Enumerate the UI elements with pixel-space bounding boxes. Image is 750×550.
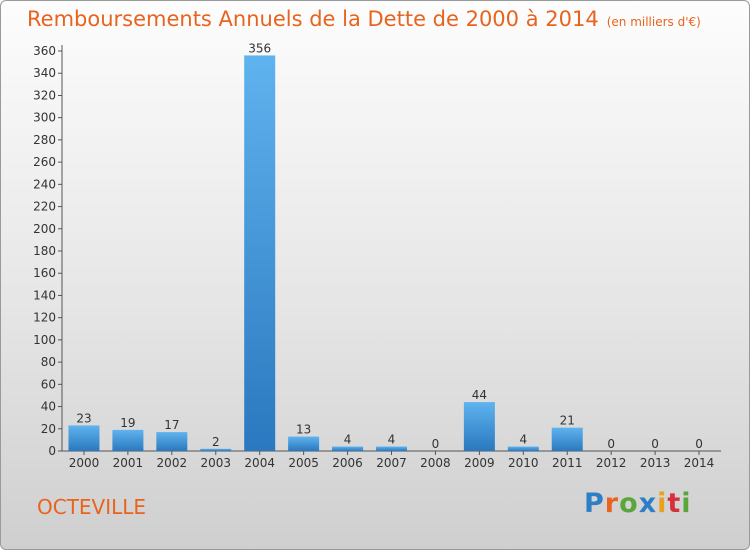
bar-2009 (463, 402, 495, 451)
bar-2011 (551, 427, 583, 451)
logo-letter: i (681, 488, 692, 519)
x-axis-ticks: 2000 2001 2002 2003 2004 2005 2006 2007 2008 2009… (69, 451, 715, 470)
data-label-2001: 19 (120, 416, 135, 430)
y-tick-label: 320 (33, 88, 56, 102)
data-label-2002: 17 (164, 418, 179, 432)
data-label-2008: 0 (432, 437, 440, 451)
x-tick-label-2006: 2006 (332, 456, 363, 470)
y-tick-label: 220 (33, 200, 56, 214)
y-tick-label: 20 (41, 422, 56, 436)
data-label-2009: 44 (472, 388, 487, 402)
data-label-2004: 356 (248, 41, 271, 55)
y-tick-label: 60 (41, 377, 56, 391)
data-label-2010: 4 (519, 433, 527, 447)
data-label-2013: 0 (651, 437, 659, 451)
chart-subtitle: (en milliers d'€) (606, 15, 701, 29)
y-tick-label: 260 (33, 155, 56, 169)
bar-2004 (244, 55, 276, 451)
logo-letter: o (619, 488, 639, 519)
y-tick-label: 100 (33, 333, 56, 347)
bar-2007 (376, 446, 407, 451)
data-label-2012: 0 (607, 437, 615, 451)
data-label-2014: 0 (695, 437, 703, 451)
data-label-2006: 4 (344, 433, 352, 447)
bar-2002 (156, 432, 188, 451)
x-tick-label-2007: 2007 (376, 456, 407, 470)
city-name: OCTEVILLE (37, 495, 147, 519)
x-tick-label-2008: 2008 (420, 456, 451, 470)
y-tick-label: 0 (48, 444, 56, 458)
y-tick-label: 240 (33, 177, 56, 191)
x-tick-label-2011: 2011 (552, 456, 583, 470)
x-tick-label-2001: 2001 (113, 456, 144, 470)
bar-2001 (112, 429, 144, 451)
data-label-2005: 13 (296, 423, 311, 437)
bar-2010 (507, 446, 539, 451)
bars (68, 55, 583, 451)
logo-letter: r (604, 488, 620, 519)
y-tick-label: 300 (33, 111, 56, 125)
bar-2005 (288, 436, 320, 451)
logo-letter: P (584, 488, 605, 519)
x-tick-label-2010: 2010 (508, 456, 539, 470)
y-tick-label: 360 (33, 44, 56, 58)
proxiti-logo: Proxiti (584, 488, 692, 519)
x-tick-label-2005: 2005 (288, 456, 319, 470)
x-tick-label-2004: 2004 (244, 456, 275, 470)
logo-letter: t (667, 488, 682, 519)
bar-2003 (200, 448, 232, 451)
y-tick-label: 120 (33, 311, 56, 325)
bar-2000 (68, 425, 100, 451)
y-tick-label: 280 (33, 133, 56, 147)
y-tick-label: 160 (33, 266, 56, 280)
data-label-2003: 2 (212, 435, 220, 449)
y-tick-label: 340 (33, 66, 56, 80)
x-tick-label-2014: 2014 (684, 456, 715, 470)
data-label-2007: 4 (388, 433, 396, 447)
y-tick-label: 200 (33, 222, 56, 236)
x-tick-label-2000: 2000 (69, 456, 100, 470)
x-tick-label-2002: 2002 (157, 456, 188, 470)
y-tick-label: 40 (41, 400, 56, 414)
bar-2006 (332, 446, 364, 451)
chart-title: Remboursements Annuels de la Dette de 20… (27, 7, 701, 31)
chart-title-text: Remboursements Annuels de la Dette de 20… (27, 7, 599, 31)
data-label-2011: 21 (560, 414, 575, 428)
logo-letter: i (657, 488, 668, 519)
x-tick-label-2003: 2003 (200, 456, 231, 470)
y-tick-label: 180 (33, 244, 56, 258)
x-tick-label-2012: 2012 (596, 456, 627, 470)
y-axis-ticks: 0 20 40 60 80 100 120 140 160 180 200 220 240 260 280 3… (33, 44, 62, 458)
x-tick-label-2013: 2013 (640, 456, 671, 470)
x-tick-label-2009: 2009 (464, 456, 495, 470)
axes (61, 45, 721, 452)
logo-letter: x (638, 488, 658, 519)
data-label-2000: 23 (76, 411, 91, 425)
y-tick-label: 80 (41, 355, 56, 369)
y-tick-label: 140 (33, 288, 56, 302)
